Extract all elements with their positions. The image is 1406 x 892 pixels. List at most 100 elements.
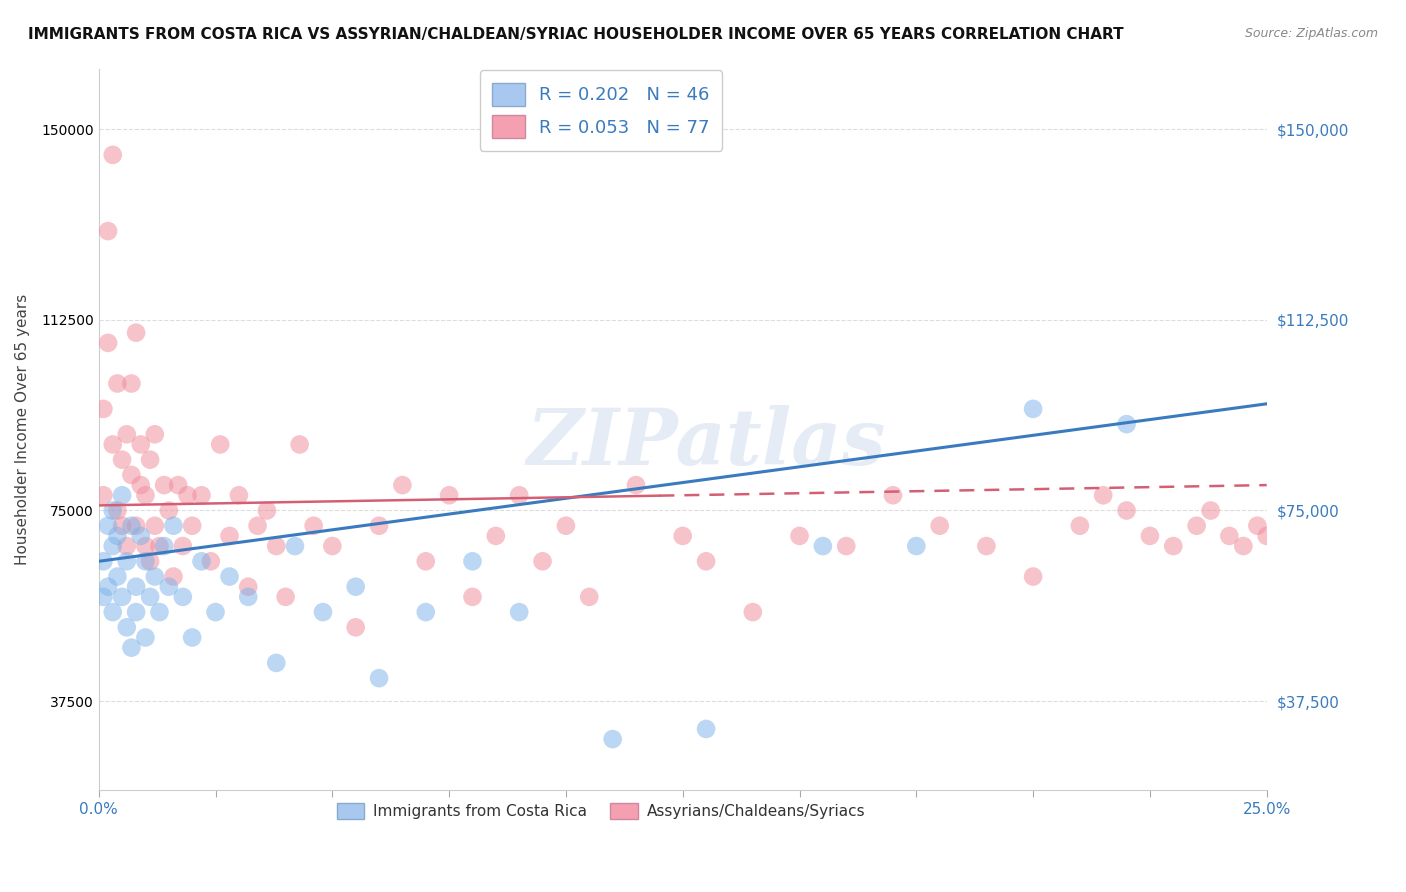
Point [143,569,166,583]
Point [120,640,142,655]
Point [1092,488,1115,502]
Point [789,529,811,543]
Point [172,539,194,553]
Point [97,580,120,594]
Point [97,518,120,533]
Point [107,503,129,517]
Point [238,580,260,594]
Point [120,518,142,533]
Point [129,529,152,543]
Point [93,488,115,502]
Point [139,554,162,568]
Point [143,518,166,533]
Point [139,590,162,604]
Point [238,590,260,604]
Text: IMMIGRANTS FROM COSTA RICA VS ASSYRIAN/CHALDEAN/SYRIAC HOUSEHOLDER INCOME OVER 6: IMMIGRANTS FROM COSTA RICA VS ASSYRIAN/C… [28,27,1123,42]
Point [1256,529,1278,543]
Point [107,569,129,583]
Point [508,488,530,502]
Point [107,376,129,391]
Point [148,539,170,553]
Point [274,590,297,604]
Point [312,605,335,619]
Point [288,437,311,451]
Point [120,467,142,482]
Point [134,539,156,553]
Point [415,554,437,568]
Point [148,605,170,619]
Point [190,488,212,502]
Point [190,554,212,568]
Point [157,580,180,594]
Point [181,631,204,645]
Point [153,539,176,553]
Point [1139,529,1161,543]
Point [115,539,138,553]
Point [176,488,198,502]
Point [437,488,460,502]
Point [218,569,240,583]
Point [101,605,124,619]
Point [531,554,554,568]
Point [344,580,367,594]
Point [125,605,148,619]
Point [97,335,120,350]
Point [741,605,763,619]
Point [1069,518,1091,533]
Point [368,518,391,533]
Point [111,488,134,502]
Y-axis label: Householder Income Over 65 years: Householder Income Over 65 years [15,293,30,565]
Point [111,518,134,533]
Point [264,656,287,670]
Point [461,590,484,604]
Point [101,539,124,553]
Point [115,427,138,442]
Point [461,554,484,568]
Point [602,732,624,747]
Point [485,529,508,543]
Point [143,427,166,442]
Point [1246,518,1268,533]
Point [101,437,124,451]
Point [555,518,578,533]
Point [97,224,120,238]
Point [162,518,184,533]
Point [264,539,287,553]
Point [321,539,343,553]
Point [672,529,695,543]
Legend: Immigrants from Costa Rica, Assyrians/Chaldeans/Syriacs: Immigrants from Costa Rica, Assyrians/Ch… [330,797,872,826]
Point [1218,529,1240,543]
Point [101,148,124,162]
Point [368,671,391,685]
Point [107,529,129,543]
Point [125,326,148,340]
Point [172,590,194,604]
Point [200,554,222,568]
Point [134,631,156,645]
Point [1199,503,1222,517]
Point [115,554,138,568]
Point [157,503,180,517]
Point [228,488,250,502]
Point [578,590,600,604]
Point [928,518,950,533]
Point [93,401,115,416]
Point [256,503,278,517]
Point [1022,569,1045,583]
Point [162,569,184,583]
Point [218,529,240,543]
Point [129,437,152,451]
Point [1022,401,1045,416]
Point [905,539,928,553]
Point [139,452,162,467]
Point [1115,417,1137,431]
Point [101,503,124,517]
Text: Source: ZipAtlas.com: Source: ZipAtlas.com [1244,27,1378,40]
Point [204,605,226,619]
Point [1115,503,1137,517]
Point [125,580,148,594]
Point [167,478,190,492]
Point [976,539,998,553]
Point [344,620,367,634]
Point [115,620,138,634]
